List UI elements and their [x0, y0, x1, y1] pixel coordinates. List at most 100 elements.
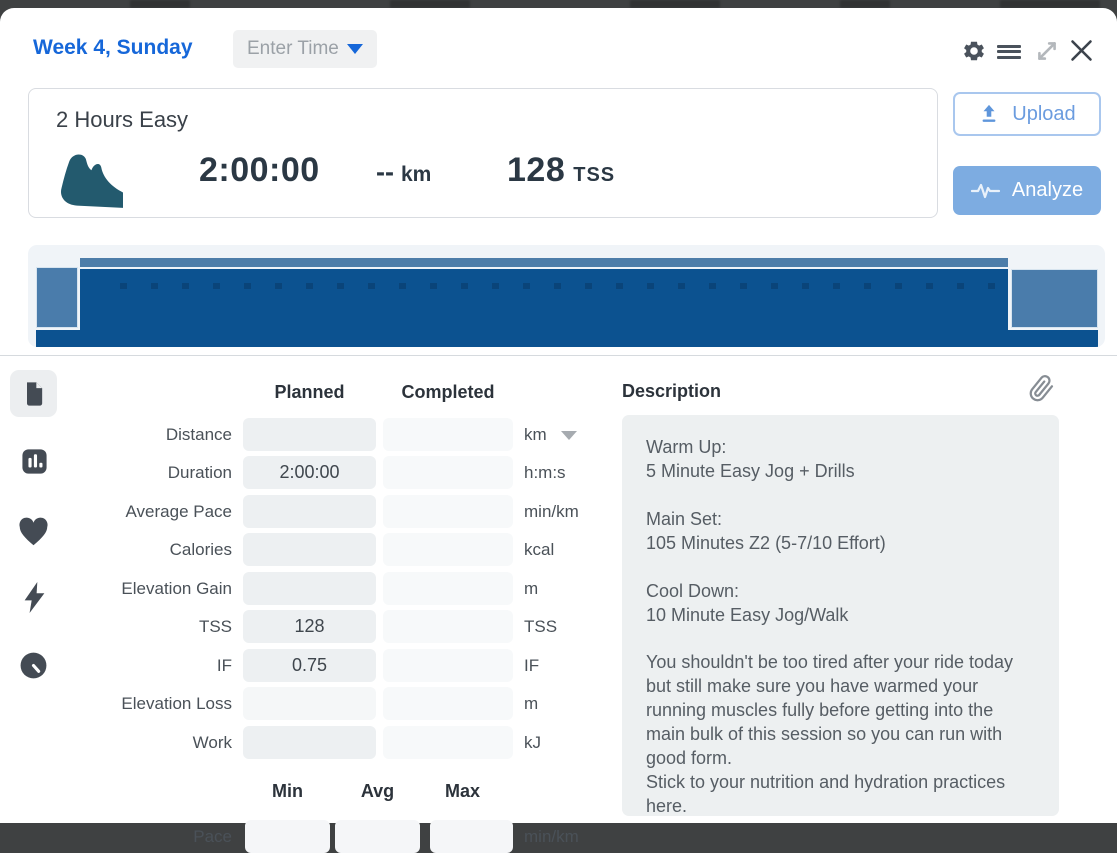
work-planned-input[interactable]: [243, 726, 376, 759]
clock-icon: [20, 652, 46, 678]
description-header: Description: [622, 381, 722, 401]
metric-label: Work: [192, 733, 232, 752]
workout-modal: Week 4, Sunday Enter Time 2 Hours Easy: [0, 8, 1117, 853]
tss-value: 128: [507, 151, 566, 189]
completed-column-header: Completed: [401, 382, 495, 402]
section-divider: [0, 355, 1117, 356]
tss-stat: 128 TSS: [507, 151, 615, 190]
metric-label: Duration: [167, 463, 232, 482]
metric-unit: kcal: [524, 540, 555, 559]
tab-summary[interactable]: [10, 370, 57, 417]
pulse-icon: [970, 183, 1001, 198]
graph-mainset-bar: [80, 258, 1008, 347]
duration-value: 2:00:00: [199, 151, 320, 189]
elevation-gain-completed-input[interactable]: [383, 572, 513, 605]
metric-unit: kJ: [524, 733, 541, 752]
close-icon: [1071, 40, 1092, 61]
background-text-blob: [390, 0, 470, 8]
metric-unit: TSS: [524, 617, 558, 636]
metric-unit: km: [524, 418, 577, 451]
distance-unit: km: [400, 163, 432, 186]
analyze-button[interactable]: Analyze: [953, 166, 1101, 215]
workout-title: 2 Hours Easy: [56, 107, 189, 132]
min-column-header: Min: [272, 781, 303, 801]
duration-completed-input[interactable]: [383, 456, 513, 489]
metric-label: TSS: [198, 617, 232, 636]
bar-chart-icon: [21, 448, 47, 474]
background-text-blob: [630, 0, 720, 8]
lightning-bolt-icon: [24, 581, 44, 613]
workout-summary-card: 2 Hours Easy 2:00:00 -- km 128 TSS: [28, 88, 938, 218]
pace-avg-input[interactable]: [335, 820, 420, 853]
tss-unit: TSS: [573, 164, 616, 186]
tab-time[interactable]: [17, 649, 49, 681]
metric-label: Calories: [169, 540, 232, 559]
expand-icon: [1037, 41, 1056, 60]
upload-button[interactable]: Upload: [953, 92, 1101, 136]
if-planned-input[interactable]: [243, 649, 376, 682]
elevation-loss-planned-input[interactable]: [243, 687, 376, 720]
tab-power[interactable]: [22, 581, 46, 613]
chevron-down-icon: [346, 44, 363, 54]
metric-label: Elevation Gain: [121, 579, 232, 598]
graph-cooldown-bar: [1011, 269, 1098, 328]
workout-graph[interactable]: [28, 245, 1105, 347]
average-pace-planned-input[interactable]: [243, 495, 376, 528]
run-shoe-icon: [51, 147, 133, 214]
unit-dropdown-icon[interactable]: [560, 431, 577, 440]
background-text-blob: [1000, 0, 1100, 8]
pace-min-input[interactable]: [245, 820, 330, 853]
distance-value: --: [376, 157, 394, 187]
tab-charts[interactable]: [19, 446, 49, 476]
max-column-header: Max: [444, 781, 480, 801]
duration-stat: 2:00:00: [199, 151, 320, 190]
metric-label: Elevation Loss: [121, 694, 232, 713]
upload-icon: [982, 104, 996, 122]
paperclip-icon: [1029, 375, 1054, 402]
description-textarea[interactable]: Warm Up: 5 Minute Easy Jog + Drills Main…: [622, 415, 1059, 816]
distance-completed-input[interactable]: [383, 418, 513, 451]
metric-unit: m: [524, 694, 539, 713]
metric-unit: h:m:s: [524, 463, 566, 482]
planned-column-header: Planned: [274, 382, 345, 402]
attach-file-button[interactable]: [1028, 373, 1055, 409]
tab-heart-rate[interactable]: [16, 515, 50, 547]
expand-button[interactable]: [1033, 37, 1060, 64]
metric-label: Distance: [165, 425, 232, 444]
enter-time-dropdown[interactable]: Enter Time: [233, 30, 377, 68]
background-text-blob: [130, 0, 190, 8]
calories-planned-input[interactable]: [243, 533, 376, 566]
menu-icon: [997, 44, 1021, 48]
week-day-link[interactable]: Week 4, Sunday: [33, 36, 193, 59]
distance-stat: -- km: [376, 157, 431, 188]
upload-label: Upload: [1012, 102, 1076, 125]
graph-interval-ticks: [120, 283, 998, 289]
metric-unit: m: [524, 579, 539, 598]
menu-button[interactable]: [997, 37, 1024, 64]
average-pace-completed-input[interactable]: [383, 495, 513, 528]
calories-completed-input[interactable]: [383, 533, 513, 566]
metric-label: Average Pace: [125, 502, 232, 521]
elevation-loss-completed-input[interactable]: [383, 687, 513, 720]
document-icon: [26, 381, 42, 406]
heart-icon: [18, 517, 48, 545]
tss-completed-input[interactable]: [383, 610, 513, 643]
avg-column-header: Avg: [360, 781, 395, 801]
elevation-gain-planned-input[interactable]: [243, 572, 376, 605]
duration-planned-input[interactable]: [243, 456, 376, 489]
pace-row-unit: min/km: [524, 827, 579, 846]
if-completed-input[interactable]: [383, 649, 513, 682]
settings-button[interactable]: [960, 37, 987, 64]
tss-planned-input[interactable]: [243, 610, 376, 643]
enter-time-label: Enter Time: [247, 38, 339, 59]
pace-row-label: Pace: [193, 827, 232, 846]
pace-max-input[interactable]: [430, 820, 513, 853]
metric-unit: min/km: [524, 502, 579, 521]
gear-icon: [963, 41, 984, 60]
distance-planned-input[interactable]: [243, 418, 376, 451]
background-text-blob: [840, 0, 890, 8]
close-button[interactable]: [1068, 37, 1095, 64]
work-completed-input[interactable]: [383, 726, 513, 759]
metric-label: IF: [216, 656, 232, 675]
